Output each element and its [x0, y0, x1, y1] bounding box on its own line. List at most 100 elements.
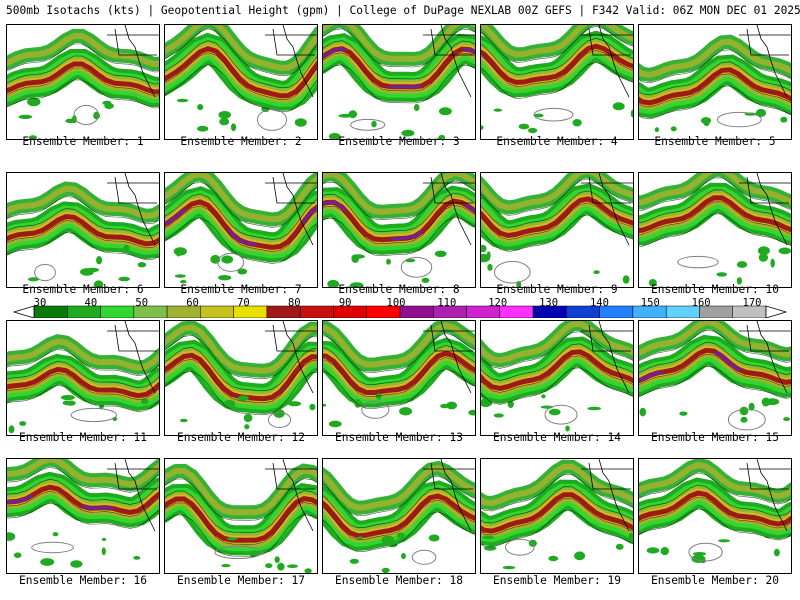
wind-speck: [765, 398, 780, 406]
jet-band: [481, 349, 633, 391]
jet-band-north: [7, 338, 159, 371]
wind-speck: [8, 425, 15, 434]
wind-speck: [101, 547, 106, 556]
wind-speck: [349, 558, 359, 564]
wind-speck: [287, 564, 298, 568]
wind-speck: [434, 250, 447, 257]
wind-speck: [13, 552, 22, 558]
wind-speck: [446, 401, 458, 410]
wind-speck: [197, 125, 209, 132]
wind-speck: [507, 246, 521, 251]
wind-speck: [338, 113, 353, 118]
wind-speck: [670, 126, 677, 132]
colorbar-tick-label: 140: [589, 297, 609, 309]
wind-speck: [612, 102, 625, 111]
height-contour: [323, 28, 475, 68]
height-closed-contour: [533, 107, 574, 122]
isotach-map: [7, 173, 159, 287]
ensemble-map-panel: [480, 24, 634, 140]
height-closed-contour: [716, 111, 762, 128]
height-contour: [323, 52, 475, 92]
height-contour: [481, 190, 633, 228]
height-contour: [639, 341, 791, 375]
height-closed-contour: [727, 408, 766, 431]
isotach-map: [323, 173, 475, 287]
height-contour: [323, 192, 475, 233]
ensemble-map-panel: [480, 458, 634, 574]
height-contour: [323, 499, 475, 541]
jet-band-north: [165, 25, 317, 71]
wind-speck: [101, 537, 107, 541]
jet-band: [639, 67, 791, 106]
wind-speck: [773, 548, 780, 557]
coastline-boundaries: [265, 459, 317, 532]
wind-speck: [780, 116, 788, 123]
height-contour: [7, 232, 159, 261]
wind-speck: [770, 258, 775, 268]
colorbar-tick-label: 110: [437, 297, 457, 309]
wind-speck: [549, 408, 561, 416]
ensemble-member-label: Ensemble Member: 8: [338, 283, 460, 296]
colorbar-tick-label: 30: [33, 297, 47, 309]
isotach-map: [165, 25, 317, 132]
wind-speck: [137, 262, 147, 268]
wind-speck: [197, 104, 204, 111]
wind-speck: [86, 267, 100, 273]
coastline-boundaries: [739, 321, 791, 394]
isotach-map: [481, 173, 633, 287]
height-closed-contour: [31, 541, 74, 554]
height-contour: [7, 466, 159, 493]
wind-speck: [628, 533, 633, 541]
height-contour: [323, 511, 475, 553]
wind-speck: [639, 407, 647, 417]
wind-speck: [518, 123, 530, 130]
wind-speck: [399, 407, 413, 416]
coastline-boundaries: [581, 321, 633, 394]
wind-speck: [261, 105, 270, 113]
wind-speck: [328, 133, 341, 139]
wind-speck: [502, 565, 516, 570]
colorbar-tick-label: 90: [338, 297, 352, 309]
jet-band-north: [639, 38, 791, 78]
wind-speck: [541, 394, 546, 399]
height-contour: [165, 502, 317, 545]
wind-speck: [28, 135, 38, 139]
height-closed-contour: [256, 108, 288, 131]
colorbar-tick-label: 150: [640, 297, 660, 309]
wind-speck: [173, 247, 187, 256]
wind-speck: [428, 534, 440, 542]
height-contour: [7, 490, 159, 517]
wind-speck: [401, 553, 406, 560]
wind-speck: [622, 275, 630, 284]
coastline-boundaries: [107, 321, 159, 394]
height-contour: [639, 329, 791, 363]
map-title: 500mb Isotachs (kts) | Geopotential Heig…: [6, 4, 800, 17]
height-contour: [7, 79, 159, 109]
ensemble-member-label: Ensemble Member: 10: [651, 283, 779, 296]
jet-core: [323, 199, 475, 242]
ensemble-map-panel: [480, 172, 634, 288]
wind-speck: [630, 109, 633, 118]
isotach-map: [639, 321, 791, 431]
wind-speck: [691, 554, 706, 563]
height-contour: [481, 486, 633, 524]
height-contour: [481, 510, 633, 548]
wind-speck: [587, 406, 601, 411]
height-contour: [639, 353, 791, 387]
height-contour: [7, 208, 159, 237]
height-contour: [481, 343, 633, 381]
ensemble-member-label: Ensemble Member: 15: [651, 431, 779, 444]
colorbar-tick-label: 170: [742, 297, 762, 309]
ensemble-member-label: Ensemble Member: 7: [180, 283, 302, 296]
jet-band-north: [165, 173, 317, 223]
wind-speck: [219, 117, 230, 126]
wind-speck: [565, 425, 570, 432]
colorbar-tick-label: 160: [691, 297, 711, 309]
wind-speck: [174, 274, 186, 278]
ensemble-map-panel: [6, 320, 160, 436]
height-contour: [165, 64, 317, 113]
wind-speck: [27, 277, 40, 282]
wind-speck: [533, 113, 544, 118]
wind-speck: [493, 413, 504, 418]
wind-speck: [93, 280, 104, 287]
